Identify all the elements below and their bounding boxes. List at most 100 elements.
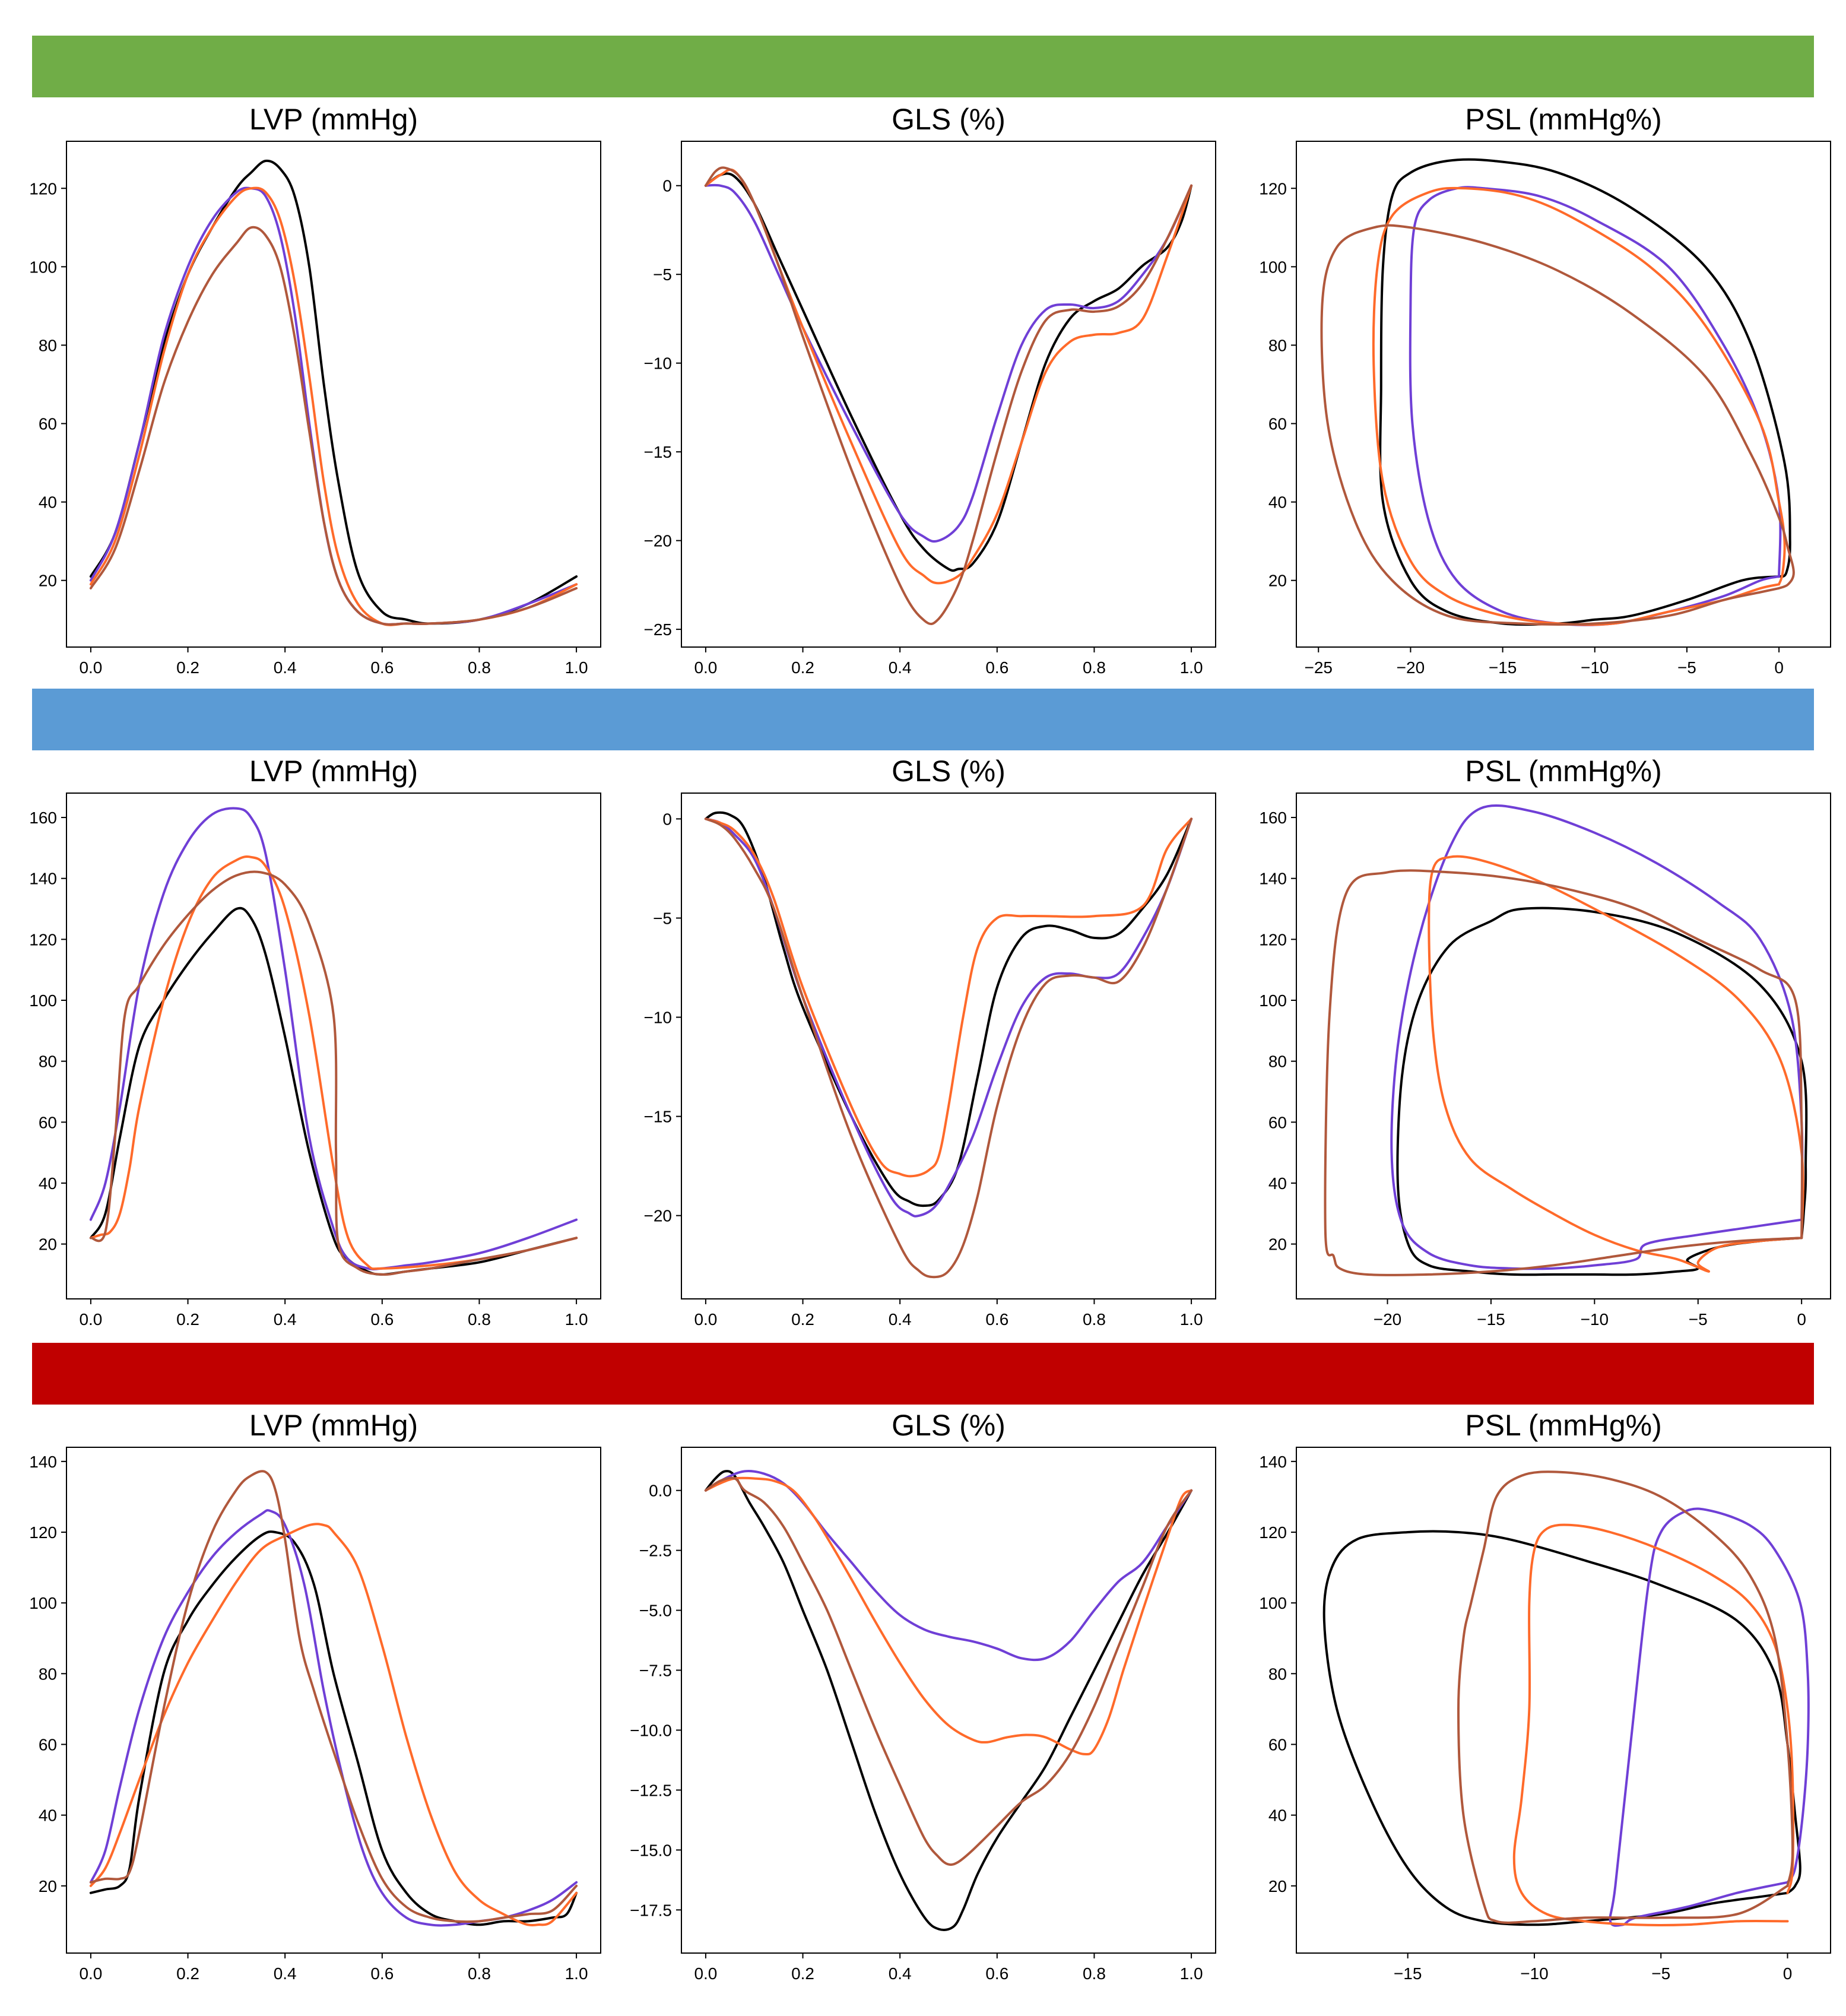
y-tick-label: 40 (1268, 1174, 1287, 1193)
y-tick-label: 80 (1268, 336, 1287, 354)
series-line-purple (89, 186, 578, 626)
x-tick-label: 0.2 (176, 1964, 199, 1983)
x-tick-label: 0.4 (274, 658, 297, 677)
series-line-brown (89, 1470, 578, 1923)
series-line-black (89, 906, 578, 1276)
x-tick-label: −5 (1651, 1964, 1670, 1983)
chart-panel-1-psl: PSL (mmHg%) −25 −20 −15 −10 −5 0 20 40 60 80 100 120 (1230, 101, 1845, 689)
y-tick-label: 0 (662, 177, 672, 195)
y-tick-label: 160 (29, 809, 57, 827)
x-tick-label: 0.4 (889, 658, 912, 677)
x-tick-label: −15 (1477, 1310, 1505, 1329)
x-tick-label: 0 (1783, 1964, 1793, 1983)
y-tick-label: −20 (644, 532, 673, 550)
y-tick-label: −17.5 (630, 1901, 672, 1919)
y-tick-label: 140 (1259, 870, 1287, 888)
series-line-brown (89, 870, 578, 1276)
series-line-brown (89, 226, 578, 626)
x-tick-label: 0.8 (1083, 658, 1106, 677)
y-tick-label: −15 (644, 1108, 673, 1126)
y-tick-label: 160 (1259, 809, 1287, 827)
series-line-orange (89, 1523, 578, 1927)
y-tick-label: 60 (39, 1113, 57, 1131)
y-tick-label: 60 (1268, 1113, 1287, 1131)
x-tick-label: 0.0 (694, 658, 717, 677)
x-tick-label: −25 (1304, 658, 1333, 677)
chart-8: GLS (%) 0.0 0.2 0.4 0.6 0.8 1.0 0.0 −2.5 −5.0 −7.5… (630, 1409, 1216, 1983)
x-tick-label: −15 (1489, 658, 1517, 677)
x-tick-label: 1.0 (1180, 658, 1203, 677)
series-line-orange (1372, 186, 1786, 626)
series-line-black (89, 159, 578, 625)
x-tick-label: 0.8 (1083, 1964, 1106, 1983)
y-tick-label: 40 (39, 1174, 57, 1193)
series-line-brown (704, 817, 1193, 1279)
chart-panel-3-gls: GLS (%) 0.0 0.2 0.4 0.6 0.8 1.0 0.0 −2.5 −5.0 −7.5… (615, 1407, 1230, 1995)
chart-1: LVP (mmHg) 0.0 0.2 0.4 0.6 0.8 1.0 20 40 60 80 100 1… (29, 103, 601, 677)
chart-title: PSL (mmHg%) (1465, 1409, 1662, 1442)
y-tick-label: 80 (1268, 1665, 1287, 1683)
chart-panel-2-psl: PSL (mmHg%) −20 −15 −10 −5 0 20 40 60 80 100 120 140… (1230, 753, 1845, 1340)
series-line-black (89, 1530, 578, 1926)
chart-title: LVP (mmHg) (249, 755, 418, 788)
x-tick-label: 0.8 (468, 1310, 491, 1329)
y-tick-label: 40 (39, 493, 57, 512)
plot-frame (681, 793, 1216, 1299)
x-tick-label: 0.4 (274, 1310, 297, 1329)
x-tick-label: 0.8 (1083, 1310, 1106, 1329)
plot-frame (681, 1447, 1216, 1954)
chart-title: GLS (%) (892, 755, 1006, 788)
x-tick-label: 0.8 (468, 1964, 491, 1983)
plot-frame (1296, 1447, 1831, 1954)
x-tick-label: 0.6 (985, 1964, 1008, 1983)
y-tick-label: 100 (29, 258, 57, 276)
x-tick-label: 1.0 (565, 1964, 588, 1983)
chart-panel-1-gls: GLS (%) 0.0 0.2 0.4 0.6 0.8 1.0 0 −5 −10 −15 −20 −25 (615, 101, 1230, 689)
x-tick-label: 0.6 (985, 658, 1008, 677)
x-tick-label: 0.2 (791, 658, 814, 677)
y-tick-label: −5.0 (639, 1602, 672, 1620)
y-tick-label: 20 (39, 572, 57, 590)
chart-panel-3-psl: PSL (mmHg%) −15 −10 −5 0 20 40 60 80 100 120 140 (1230, 1407, 1845, 1995)
series-line-orange (704, 168, 1193, 585)
chart-panel-1-lvp: LVP (mmHg) 0.0 0.2 0.4 0.6 0.8 1.0 20 40 60 80 100 1… (0, 101, 615, 689)
y-tick-label: 20 (1268, 1877, 1287, 1895)
y-tick-label: 120 (29, 179, 57, 198)
chart-panel-3-lvp: LVP (mmHg) 0.0 0.2 0.4 0.6 0.8 1.0 20 40 60 80 100 1… (0, 1407, 615, 1995)
y-tick-label: 0.0 (649, 1482, 672, 1500)
y-tick-label: 120 (1259, 179, 1287, 198)
y-tick-label: 40 (39, 1806, 57, 1825)
y-tick-label: 40 (1268, 493, 1287, 512)
series-line-purple (704, 817, 1193, 1218)
x-tick-label: −5 (1689, 1310, 1708, 1329)
x-tick-label: 0.2 (176, 1310, 199, 1329)
series-line-purple (1390, 804, 1804, 1270)
y-tick-label: −7.5 (639, 1662, 672, 1680)
y-tick-label: 20 (1268, 1235, 1287, 1254)
y-tick-label: 100 (29, 991, 57, 1010)
y-tick-label: 0 (662, 810, 672, 828)
x-tick-label: −10 (1581, 658, 1609, 677)
y-tick-label: 40 (1268, 1806, 1287, 1825)
series-line-brown (1320, 224, 1795, 626)
x-tick-label: 0.0 (694, 1310, 717, 1329)
x-tick-label: −15 (1394, 1964, 1422, 1983)
x-tick-label: −5 (1677, 658, 1696, 677)
x-tick-label: 0.6 (370, 1310, 394, 1329)
y-tick-label: −5 (653, 909, 672, 927)
y-tick-label: 20 (1268, 572, 1287, 590)
x-tick-label: 0.0 (79, 1310, 102, 1329)
x-tick-label: 0.2 (791, 1310, 814, 1329)
x-tick-label: 0.6 (985, 1310, 1008, 1329)
series-line-orange (704, 817, 1193, 1178)
x-tick-label: 0.0 (694, 1964, 717, 1983)
y-tick-label: 140 (29, 870, 57, 888)
x-tick-label: 0.4 (274, 1964, 297, 1983)
x-tick-label: −20 (1374, 1310, 1402, 1329)
y-tick-label: −25 (644, 620, 673, 639)
y-tick-label: 120 (1259, 930, 1287, 949)
x-tick-label: 0 (1797, 1310, 1806, 1329)
x-tick-label: 0.4 (889, 1310, 912, 1329)
band-top (32, 36, 1814, 97)
series-line-purple (704, 1469, 1193, 1662)
